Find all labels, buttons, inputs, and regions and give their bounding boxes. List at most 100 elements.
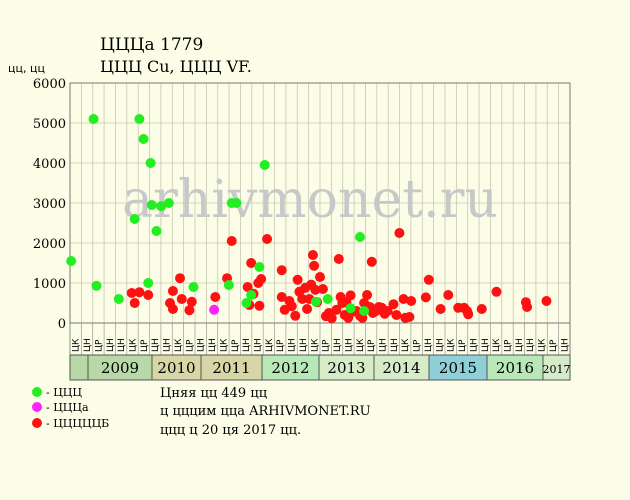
red-point: [317, 284, 328, 294]
month-label: ЦН: [288, 338, 298, 352]
month-label: ЦК: [401, 338, 411, 352]
green-point: [88, 114, 99, 124]
red-point: [246, 258, 257, 268]
year-cell: [200, 354, 263, 381]
red-point: [435, 304, 446, 314]
red-point: [184, 305, 195, 316]
year-label: 2013: [327, 359, 365, 377]
red-point: [541, 296, 552, 306]
year-cell: [69, 354, 89, 381]
red-point: [309, 260, 320, 271]
green-point: [254, 262, 265, 272]
month-label: ЦР: [367, 339, 377, 352]
month-label: ЦК: [447, 338, 457, 352]
red-point: [326, 313, 337, 324]
green-point: [359, 306, 370, 316]
red-point: [307, 250, 318, 260]
red-point: [256, 274, 267, 284]
y-tick-label: 6000: [33, 77, 66, 92]
red-point: [388, 299, 399, 310]
green-point: [91, 280, 102, 291]
month-label: ЦН: [106, 338, 116, 352]
year-cell: [542, 354, 571, 381]
year-label: 2015: [439, 359, 477, 377]
chart-title: ЦЦЦа 1779: [100, 35, 203, 55]
chart-subtitle: ЦЦЦ Cu, ЦЦЦ VF.: [100, 57, 252, 76]
month-label: ЦР: [549, 339, 559, 352]
red-point: [143, 290, 154, 300]
month-label: ЦК: [174, 338, 184, 352]
red-point: [210, 292, 221, 302]
month-label: ЦН: [560, 338, 570, 352]
red-point: [262, 234, 273, 244]
green-point: [310, 296, 321, 307]
watermark: arhivmonet.ru: [122, 170, 498, 230]
red-point: [302, 304, 313, 314]
month-label: ЦК: [356, 338, 366, 352]
month-label: ЦК: [129, 338, 139, 352]
year-label: 2014: [382, 359, 420, 377]
month-label: ЦН: [117, 338, 127, 352]
red-point: [134, 287, 145, 298]
green-point: [355, 232, 365, 242]
year-label: 2009: [101, 359, 139, 377]
red-point: [292, 274, 303, 285]
year-cell: [87, 354, 153, 381]
month-label: ЦН: [481, 338, 491, 352]
red-point: [167, 286, 178, 296]
month-label: ЦН: [435, 338, 445, 352]
year-cell: [151, 354, 202, 381]
month-label: ЦН: [515, 338, 525, 352]
red-point: [226, 236, 237, 246]
green-point: [246, 290, 257, 300]
legend: - ЦЦЦ - ЦЦЦа - ЦЦЦЦЦБ: [32, 386, 109, 430]
month-label: ЦР: [322, 339, 332, 352]
month-label: ЦК: [538, 338, 548, 352]
green-point: [143, 278, 154, 288]
month-label: ЦК: [219, 338, 229, 352]
red-point: [286, 301, 297, 312]
red-point: [333, 254, 344, 264]
red-point: [522, 302, 533, 312]
month-label: ЦК: [265, 338, 275, 352]
year-label: 2011: [212, 359, 250, 377]
month-label: ЦР: [231, 339, 241, 352]
month-label: ЦН: [208, 338, 218, 352]
month-label: ЦК: [72, 338, 82, 352]
green-point: [322, 294, 333, 304]
month-label: ЦН: [151, 338, 161, 352]
red-point: [404, 312, 415, 322]
footer-line-3: ццц ц 20 ця 2017 цц.: [160, 423, 301, 438]
magenta-point: [209, 304, 220, 315]
green-point: [241, 298, 252, 308]
red-point: [476, 304, 487, 314]
legend-label: - ЦЦЦа: [46, 401, 89, 414]
red-point: [382, 306, 393, 316]
footer-line-2: ц цццим цца ARHIVMONET.RU: [160, 404, 371, 419]
green-point: [345, 303, 356, 314]
month-label: ЦН: [390, 338, 400, 352]
red-point: [463, 309, 474, 320]
y-axis-label: цц, цц: [8, 62, 45, 75]
red-point: [443, 290, 454, 300]
legend-label: - ЦЦЦЦЦБ: [46, 417, 109, 430]
red-point: [242, 282, 253, 292]
green-point: [188, 282, 199, 292]
red-point: [186, 296, 197, 307]
month-label: ЦР: [94, 339, 104, 352]
red-point: [176, 294, 187, 304]
red-point: [297, 294, 308, 304]
red-point: [167, 304, 178, 314]
green-point: [259, 160, 270, 170]
month-label: ЦК: [492, 338, 502, 352]
year-cell: [318, 354, 375, 381]
month-label: ЦН: [379, 338, 389, 352]
green-point: [138, 134, 149, 144]
red-point: [126, 288, 137, 298]
month-label: ЦН: [163, 338, 173, 352]
y-tick-label: 3000: [33, 197, 66, 212]
y-tick-label: 5000: [33, 117, 66, 132]
year-cell: [261, 354, 320, 381]
year-label: 2017: [543, 363, 571, 376]
